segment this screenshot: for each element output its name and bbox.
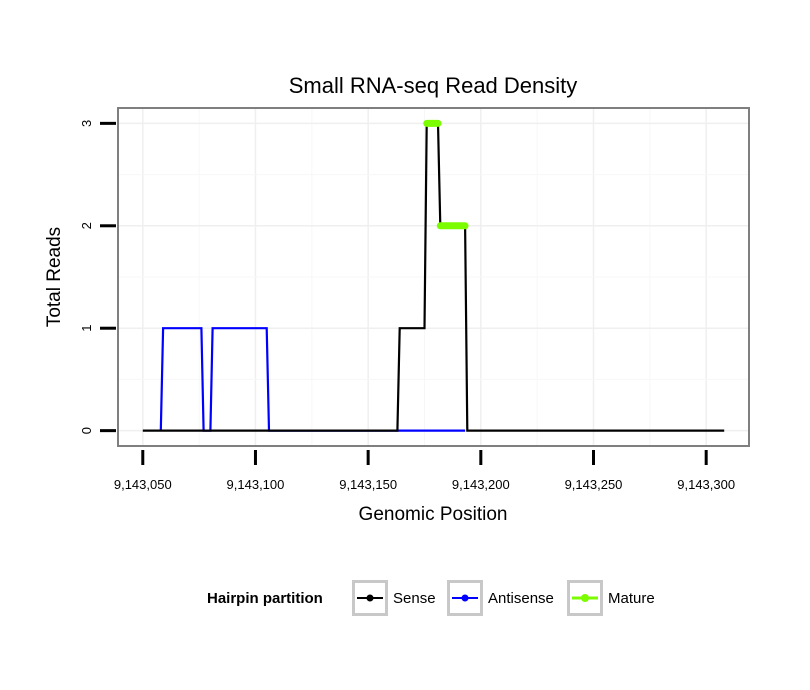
legend-key-dot [581, 594, 589, 602]
y-axis: 0 1 2 3 [79, 120, 116, 434]
x-tick-label: 9,143,200 [452, 477, 510, 492]
chart-title: Small RNA-seq Read Density [289, 73, 578, 98]
y-tick-label: 2 [79, 222, 94, 229]
legend-key-dot [366, 594, 374, 602]
legend-label-antisense: Antisense [488, 590, 554, 607]
y-tick-label: 3 [79, 120, 94, 127]
legend-label-sense: Sense [393, 590, 436, 607]
legend-key-dot [461, 594, 469, 602]
y-tick-label: 0 [79, 427, 94, 434]
x-tick-label: 9,143,150 [339, 477, 397, 492]
plot-panel-border [117, 107, 750, 447]
legend: Hairpin partition Sense Antisense Mature [207, 580, 655, 616]
y-tick-label: 1 [79, 325, 94, 332]
x-tick-label: 9,143,250 [565, 477, 623, 492]
x-axis-title: Genomic Position [359, 504, 508, 525]
x-axis: 9,143,050 9,143,100 9,143,150 9,143,200 9,14… [114, 450, 735, 492]
series-layer [142, 119, 725, 432]
x-tick-label: 9,143,050 [114, 477, 172, 492]
y-axis-title: Total Reads [44, 227, 65, 327]
x-tick-label: 9,143,300 [677, 477, 735, 492]
x-tick-label: 9,143,100 [227, 477, 285, 492]
legend-title: Hairpin partition [207, 590, 323, 607]
legend-label-mature: Mature [608, 590, 655, 607]
